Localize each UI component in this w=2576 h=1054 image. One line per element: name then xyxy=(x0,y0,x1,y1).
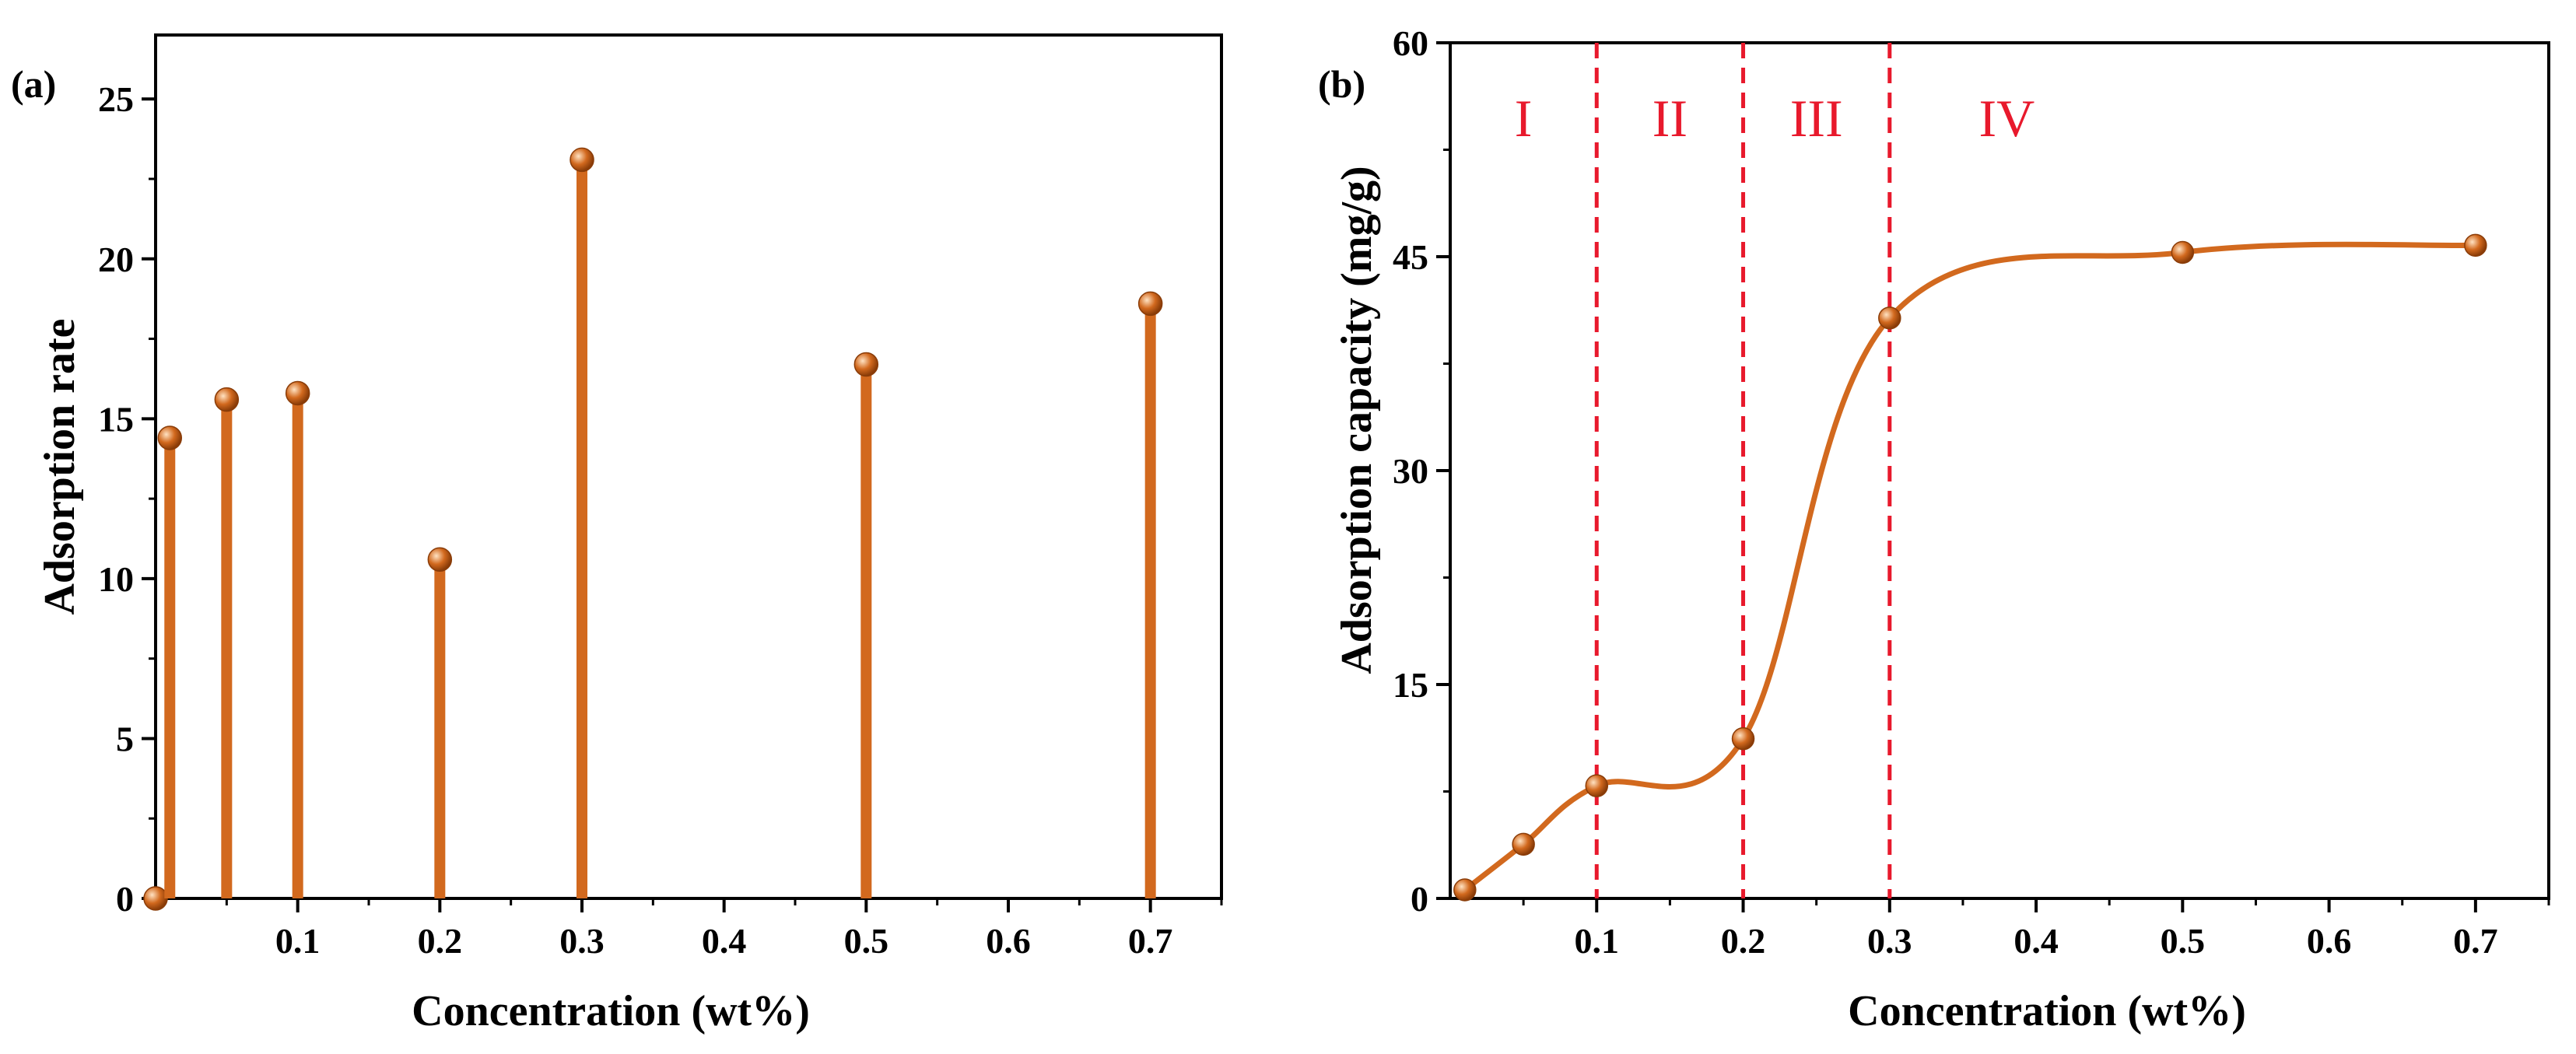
y-tick-label: 30 xyxy=(1393,451,1428,491)
y-tick-label: 20 xyxy=(98,240,134,279)
x-tick-label: 0.4 xyxy=(2013,921,2059,961)
y-tick-label: 25 xyxy=(98,79,134,119)
x-axis-title: Concentration (wt%) xyxy=(1848,987,2246,1035)
data-point xyxy=(1585,774,1609,797)
plot-frame xyxy=(1449,41,2550,900)
lollipop-head xyxy=(570,147,594,173)
y-tick-label: 60 xyxy=(1393,23,1428,63)
lollipop-head xyxy=(1137,291,1163,317)
axes-frame: 0.1 0.2 0.3 0.4 0.5 0.6 0.7 0 15 30 45 60 xyxy=(1393,23,2550,961)
data-point xyxy=(1731,727,1755,751)
plot-frame xyxy=(154,33,1223,900)
y-tick-label: 5 xyxy=(116,719,134,758)
data-point xyxy=(2171,240,2195,264)
region-label: III xyxy=(1790,89,1843,148)
y-tick-label: 45 xyxy=(1393,237,1428,277)
lollipop-head xyxy=(853,352,879,377)
adsorption-rate-chart: (a) Concentration (wt%) Adsorption rate … xyxy=(11,33,1223,1035)
x-tick-label: 0.5 xyxy=(844,921,889,961)
x-tick-label: 0.3 xyxy=(1867,921,1912,961)
y-tick-label: 15 xyxy=(1393,665,1428,705)
x-tick-label: 0.2 xyxy=(1721,921,1766,961)
x-tick-label: 0.7 xyxy=(2453,921,2498,961)
x-tick-label: 0.6 xyxy=(2307,921,2352,961)
y-axis-title: Adsorption capacity (mg/g) xyxy=(1333,166,1381,674)
data-marks: I II III IV xyxy=(1453,43,2487,902)
y-tick-label: 10 xyxy=(98,559,134,599)
x-tick-label: 0.1 xyxy=(1575,921,1620,961)
adsorption-capacity-chart: (b) Concentration (wt%) Adsorption capac… xyxy=(1318,23,2550,1035)
data-point xyxy=(1453,878,1477,902)
region-label: II xyxy=(1652,89,1688,148)
x-tick-label: 0.5 xyxy=(2161,921,2206,961)
x-tick-label: 0.1 xyxy=(275,921,321,961)
data-point xyxy=(1878,306,1901,330)
lollipop-head xyxy=(214,387,240,412)
y-tick-label: 15 xyxy=(98,399,134,439)
x-axis-title: Concentration (wt%) xyxy=(412,987,810,1035)
chart-panel-b: (b) Concentration (wt%) Adsorption capac… xyxy=(1288,0,2576,1054)
region-label: I xyxy=(1515,89,1533,148)
chart-panel-a: (a) Concentration (wt%) Adsorption rate … xyxy=(11,33,1223,1035)
x-tick-label: 0.3 xyxy=(559,921,605,961)
region-label: IV xyxy=(1979,89,2035,148)
panel-label-b: (b) xyxy=(1318,62,1365,106)
y-tick-label: 0 xyxy=(116,879,134,919)
x-tick-label: 0.4 xyxy=(702,921,747,961)
lollipop-head xyxy=(143,886,168,911)
data-point xyxy=(1512,832,1535,856)
panel-label-a: (a) xyxy=(11,62,56,106)
y-axis-title: Adsorption rate xyxy=(36,318,84,615)
axes-frame: 0.1 0.2 0.3 0.4 0.5 0.6 0.7 0 5 10 15 20 25 xyxy=(98,33,1223,961)
lollipop-head xyxy=(427,547,453,572)
x-tick-label: 0.2 xyxy=(418,921,463,961)
x-tick-label: 0.6 xyxy=(986,921,1031,961)
data-marks xyxy=(143,147,1163,911)
capacity-series-line xyxy=(1463,241,2476,892)
data-point xyxy=(2464,233,2487,257)
y-tick-label: 0 xyxy=(1411,879,1428,919)
lollipop-head xyxy=(157,425,183,450)
lollipop-head xyxy=(285,380,310,406)
x-tick-label: 0.7 xyxy=(1128,921,1173,961)
